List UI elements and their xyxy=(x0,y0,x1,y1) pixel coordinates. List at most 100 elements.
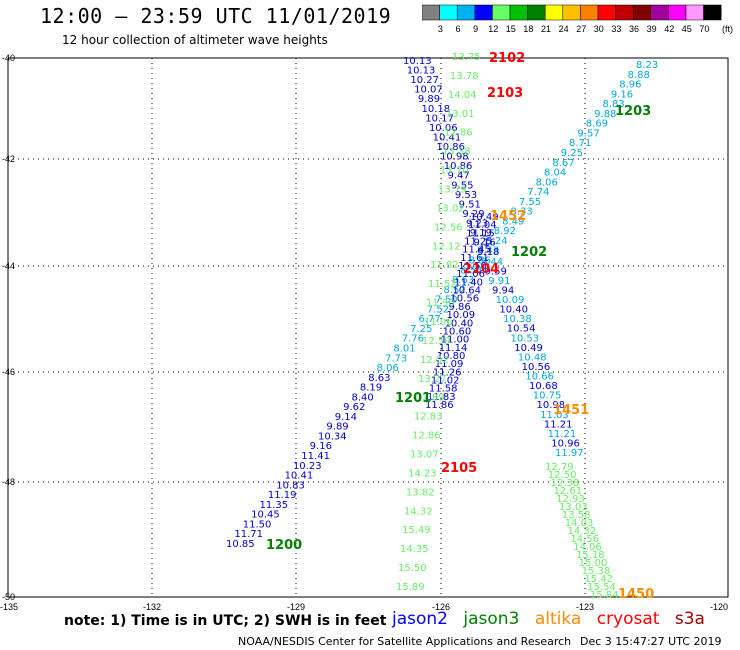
wave-height-value: 8.63 xyxy=(452,275,474,286)
wave-height-value: 8.69 xyxy=(586,119,608,130)
wave-height-value: 10.75 xyxy=(533,391,562,402)
wave-height-value: 9.86 xyxy=(448,302,470,313)
wave-height-value: 12.56 xyxy=(434,222,463,233)
page-subtitle: 12 hour collection of altimeter wave hei… xyxy=(62,33,328,47)
colorbar-label: 39 xyxy=(647,24,657,34)
colorbar-label: 36 xyxy=(629,24,639,34)
lat-label: -48 xyxy=(2,477,15,487)
wave-height-value: 10.09 xyxy=(496,295,525,306)
wave-height-value: 13.03 xyxy=(559,502,588,513)
pass-time-label: 1200 xyxy=(266,538,302,553)
wave-height-value: 10.06 xyxy=(429,123,458,134)
wave-height-value: 11.82 xyxy=(430,260,459,271)
colorbar-unit: (ft) xyxy=(722,24,733,34)
lon-label: -135 xyxy=(0,602,18,612)
wave-height-value: 9.25 xyxy=(561,148,583,159)
wave-height-value: 11.50 xyxy=(458,261,487,272)
wave-height-value: 11.86 xyxy=(425,400,454,411)
wave-height-value: 9.16 xyxy=(473,238,495,249)
map-frame xyxy=(7,57,729,598)
lat-label: -44 xyxy=(2,261,15,271)
wave-height-value: 11.35 xyxy=(259,500,288,511)
wave-height-value: 7.25 xyxy=(410,324,432,335)
wave-height-value: 8.06 xyxy=(377,363,399,374)
lat-label: -46 xyxy=(2,367,15,377)
wave-height-value: 10.48 xyxy=(518,352,547,363)
wave-height-value: 11.25 xyxy=(464,237,493,248)
wave-height-value: 15.18 xyxy=(576,550,605,561)
wave-height-value: 15.42 xyxy=(584,574,613,585)
wave-height-value: 12.86 xyxy=(412,431,441,442)
wave-height-value: 12.02 xyxy=(420,355,449,366)
wave-height-value: 11.71 xyxy=(234,529,263,540)
wave-height-value: 7.76 xyxy=(402,334,424,345)
legend-jason3: jason3 xyxy=(463,609,520,629)
wave-height-value: 14.56 xyxy=(570,534,599,545)
wave-height-value: 14.35 xyxy=(400,544,429,555)
colorbar-label: 42 xyxy=(664,24,674,34)
satellite-legend: jason2 jason3 altika cryosat s3a xyxy=(392,609,715,629)
lon-label: -132 xyxy=(143,602,161,612)
wave-height-value: 10.80 xyxy=(437,351,466,362)
colorbar-label: 33 xyxy=(611,24,621,34)
wave-height-value: 8.06 xyxy=(536,177,558,188)
wave-height-value: 13.02 xyxy=(436,203,465,214)
wave-height-value: 8.86 xyxy=(469,256,491,267)
wave-height-value: 9.89 xyxy=(418,94,440,105)
wave-height-value: 9.51 xyxy=(459,199,481,210)
wave-height-value: 11.04 xyxy=(468,220,497,231)
wave-height-value: 9.53 xyxy=(455,190,477,201)
wave-height-value: 8.43 xyxy=(477,246,499,257)
wave-height-value: 9.14 xyxy=(335,412,357,423)
wave-height-value: 12.59 xyxy=(422,336,451,347)
wave-height-value: 10.09 xyxy=(447,310,476,321)
wave-height-value: 10.34 xyxy=(318,431,347,442)
wave-height-value: 10.56 xyxy=(522,362,551,373)
wave-height-value: 9.29 xyxy=(462,209,484,220)
wave-height-value: 8.83 xyxy=(603,99,625,110)
lon-label: -129 xyxy=(287,602,305,612)
colorbar-label: 6 xyxy=(455,24,460,34)
colorbar-label: 3 xyxy=(438,24,443,34)
wave-height-value: 10.85 xyxy=(226,539,255,550)
wave-height-value: 11.06 xyxy=(456,269,485,280)
pass-time-label: 2105 xyxy=(441,461,477,476)
wave-height-value: 9.23 xyxy=(466,219,488,230)
wave-height-value: 12.12 xyxy=(432,241,461,252)
wave-height-value: 10.40 xyxy=(499,305,528,316)
colorbar-label: 15 xyxy=(506,24,516,34)
wave-height-value: 10.45 xyxy=(251,510,280,521)
wave-height-value: 11.26 xyxy=(433,367,462,378)
colorbar-label: 27 xyxy=(576,24,586,34)
legend-jason2: jason2 xyxy=(392,609,448,629)
wave-height-value: 13.27 xyxy=(418,374,447,385)
wave-height-value: 8.01 xyxy=(393,343,415,354)
wave-height-value: 11.61 xyxy=(460,253,489,264)
wave-height-value: 8.96 xyxy=(619,80,641,91)
wave-height-value: 10.53 xyxy=(511,333,540,344)
colorbar-label: 12 xyxy=(488,24,498,34)
wave-height-value: 12.93 xyxy=(556,494,585,505)
wave-height-value: 13.75 xyxy=(452,52,481,63)
colorbar-label: 18 xyxy=(523,24,533,34)
wave-height-value: 8.19 xyxy=(360,383,382,394)
wave-height-value: 9.16 xyxy=(611,89,633,100)
wave-height-value: 14.06 xyxy=(573,542,602,553)
wave-height-value: 7.50 xyxy=(435,295,457,306)
wave-height-value: 14.32 xyxy=(568,526,597,537)
wave-height-value: 11.00 xyxy=(441,335,470,346)
wave-height-value: 10.83 xyxy=(276,480,305,491)
wave-height-value: 11.52 xyxy=(428,279,457,290)
lon-label: -123 xyxy=(576,602,594,612)
wave-height-value: 10.60 xyxy=(443,326,472,337)
wave-height-value: 13.07 xyxy=(410,450,439,461)
wave-height-value: 10.40 xyxy=(445,318,474,329)
pass-time-label: 1452 xyxy=(490,209,526,224)
wave-height-value: 7.74 xyxy=(527,187,549,198)
footer-note: note: 1) Time is in UTC; 2) SWH is in fe… xyxy=(64,613,387,629)
wave-height-value: 8.53 xyxy=(460,265,482,276)
colorbar-label: 45 xyxy=(682,24,692,34)
wave-height-value: 10.64 xyxy=(452,286,481,297)
wave-height-value: 15.00 xyxy=(579,558,608,569)
